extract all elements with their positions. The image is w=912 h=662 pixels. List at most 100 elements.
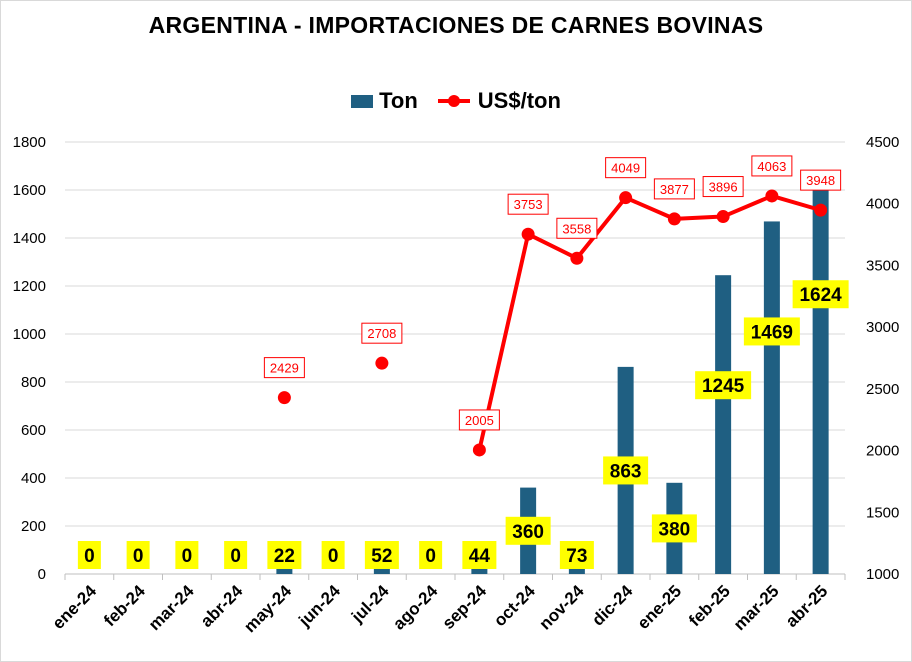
y-right-tick-label: 3000 [866,319,899,336]
price-line-segment [623,195,677,221]
y-right-tick-label: 2000 [866,443,899,460]
bar-label-highlight [175,541,199,569]
price-label-box [263,357,305,379]
bar-data-label: 73 [566,546,587,567]
price-point [570,251,584,265]
price-line-segment [672,214,726,221]
bar-data-label: 52 [371,546,392,567]
x-tick-label: ene-25 [634,581,686,633]
legend-label-price: US$/ton [477,88,561,113]
y-left-tick-label: 1000 [13,326,46,343]
x-tick-label: ene-24 [49,581,101,633]
bar [276,568,293,574]
price-data-label: 2005 [465,413,494,428]
bar-label-highlight [419,541,443,569]
bar-data-label: 380 [659,519,691,540]
price-label-box [653,178,695,200]
price-data-label: 3896 [709,180,738,195]
bar-label-highlight [603,456,649,485]
bar-data-label: 44 [469,546,491,567]
bar-data-label: 863 [610,461,642,482]
price-data-label: 2429 [270,361,299,376]
bar [812,184,829,575]
legend-label-ton: Ton [379,88,418,113]
bar-data-label: 0 [182,546,193,567]
x-tick-label: nov-24 [536,581,589,634]
bar-label-highlight [126,541,150,569]
bar-label-highlight [224,541,248,569]
price-point [814,203,828,217]
bar-data-label: 0 [425,546,436,567]
x-tick-label: mar-25 [730,581,783,634]
legend-bar-swatch [351,94,374,108]
bar-data-label: 0 [328,546,339,567]
y-left-tick-label: 200 [21,518,46,535]
bar-data-label: 0 [230,546,241,567]
price-data-label: 3753 [514,197,543,212]
bar [763,221,780,574]
bar-label-highlight [267,541,302,569]
bar-label-highlight [651,514,697,543]
price-point [716,210,730,224]
price-label-box [605,157,647,179]
price-label-box [507,193,549,215]
x-tick-label: may-24 [240,581,295,636]
y-right-tick-label: 1500 [866,504,899,521]
bar-data-label: 0 [133,546,144,567]
price-label-box [458,409,500,431]
chart-legend: Ton US$/ton [0,88,912,114]
price-point [375,356,389,370]
bar-data-label: 1245 [702,376,745,397]
legend-item-price: US$/ton [436,88,561,114]
x-tick-label: abr-25 [782,581,832,631]
bar-data-label: 22 [274,546,295,567]
y-right-tick-label: 2500 [866,381,899,398]
y-left-tick-label: 400 [21,470,46,487]
y-left-tick-label: 1600 [13,182,46,199]
x-tick-label: jun-24 [294,581,344,631]
bar-label-highlight [505,516,551,545]
price-data-label: 4063 [757,159,786,174]
x-tick-label: mar-24 [145,581,198,634]
price-label-box [800,169,842,191]
bar [715,275,732,574]
chart-title: ARGENTINA - IMPORTACIONES DE CARNES BOVI… [148,12,764,38]
x-tick-label: abr-24 [197,581,247,631]
y-right-tick-label: 4000 [866,196,899,213]
x-tick-label: feb-24 [100,581,149,630]
x-tick-label: dic-24 [588,581,637,630]
y-right-tick-label: 1000 [866,566,899,583]
bar-label-highlight [792,280,849,309]
bar-data-label: 360 [512,522,544,543]
x-tick-label: feb-25 [685,581,734,630]
price-data-label: 2708 [367,326,396,341]
bar-label-highlight [559,541,594,569]
price-point [765,189,779,203]
bar-label-highlight [364,541,399,569]
price-point [619,191,633,205]
price-data-label: 3558 [562,221,591,236]
bar-label-highlight [743,317,800,346]
bar-data-label: 1469 [751,322,793,343]
bar-label-highlight [77,541,101,569]
x-tick-label: jul-24 [347,581,393,627]
y-left-tick-label: 0 [38,566,46,583]
price-point [667,212,681,226]
price-point [277,391,291,405]
price-line-segment [769,193,823,213]
y-right-tick-label: 3500 [866,257,899,274]
bar-label-highlight [321,541,345,569]
x-tick-label: oct-24 [490,581,539,630]
price-data-label: 3948 [806,173,835,188]
legend-item-ton: Ton [351,88,418,114]
x-tick-label: ago-24 [389,581,442,634]
price-data-label: 3877 [660,182,689,197]
price-line-segment [721,193,774,219]
bar-label-highlight [462,541,497,569]
y-left-tick-label: 1400 [13,230,46,247]
price-label-box [556,217,598,239]
bar-data-label: 0 [84,546,95,567]
bar-label-highlight [695,371,752,400]
x-tick-label: sep-24 [439,581,491,633]
